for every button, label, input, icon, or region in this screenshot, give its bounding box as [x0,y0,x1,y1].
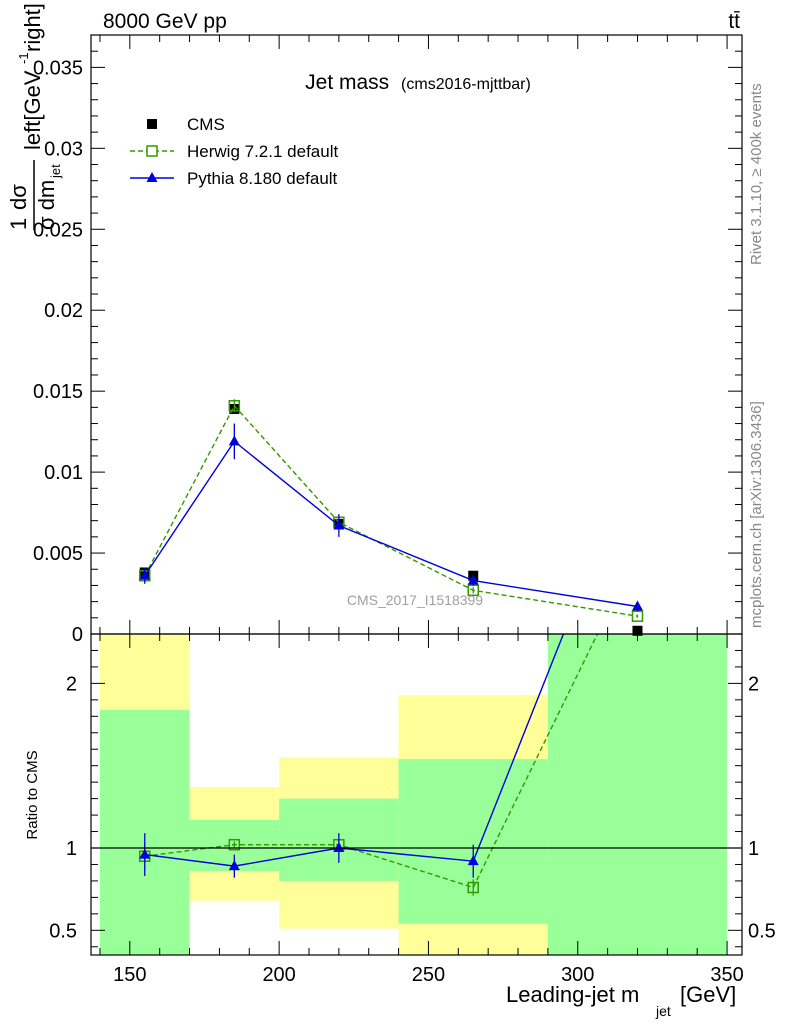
y-label-unit: left[GeV [20,70,45,150]
data-point [139,569,151,580]
ratio-y-label: Ratio to CMS [24,750,41,839]
x-axis-label: Leading-jet m jet [GeV] [506,982,736,1019]
ratio-point [228,860,240,871]
ratio-point [467,881,479,894]
series-layer [139,399,644,636]
x-tick-label: 350 [710,964,743,986]
main-y-tick-label: 0 [72,624,83,646]
legend-label: Pythia 8.180 default [187,169,338,188]
data-point [333,519,345,530]
ratio-point [333,842,345,852]
main-y-tick-label: 0.015 [33,381,83,403]
y-label-unit-close: right] [20,3,45,52]
series-pythia-8-180-default [139,423,643,612]
data-point [228,435,240,446]
legend-entry: CMS [147,115,225,134]
ratio-point [467,855,479,866]
main-y-label: 1 dσ σ dm jet left[GeV -1 right] [6,3,63,230]
x-label-main: Leading-jet m [506,982,639,1007]
y-label-dsigma: dσ [6,184,31,210]
data-point [631,600,643,611]
side-text-rivet: Rivet 3.1.10, ≥ 400k events [748,83,765,265]
x-tick-label: 150 [113,964,146,986]
y-label-jet-sub: jet [48,164,63,179]
x-tick-label: 300 [561,964,594,986]
ratio-y-tick-label: 2 [66,673,77,695]
side-text-mcplots: mcplots.cern.ch [arXiv:1306.3436] [748,401,765,628]
series-line [144,440,638,608]
band-green-4 [547,634,728,955]
main-y-tick-label: 0.03 [44,138,83,160]
ratio-point [139,848,151,859]
legend-entry: Pythia 8.180 default [130,169,338,188]
ratio-frame [90,633,743,956]
main-y-tick-label: 0.02 [44,300,83,322]
y-label-unit-exp: -1 [16,52,31,64]
x-label-sub: jet [655,1003,671,1019]
main-y-tick-label: 0.005 [33,543,83,565]
ratio-y-tick-label: 0.5 [49,920,77,942]
band-green-0 [99,709,190,955]
data-point [467,574,479,585]
x-tick-label: 200 [262,964,295,986]
legend-label: CMS [187,115,225,134]
series-herwig-7-2-1-default [139,399,644,622]
ratio-uncertainty-bands [99,634,728,955]
plot-title-sub: (cms2016-mjttbar) [401,76,531,93]
ratio-y-tick-label-right: 1 [748,838,759,860]
ratio-y-tick-label-right: 2 [748,673,759,695]
header-energy: 8000 GeV pp [103,10,227,33]
main-y-tick-label: 0.01 [44,462,83,484]
legend-entry: Herwig 7.2.1 default [130,142,338,161]
header-process: tt̄ [728,10,740,33]
legend-marker [147,119,157,129]
ratio-y-tick-label-right: 0.5 [748,920,776,942]
series-line [144,404,638,617]
ratio-point [228,838,241,851]
legend-marker [146,172,158,182]
y-label-denominator: σ dm [34,180,59,230]
axes-frame: 0 0.005 0.01 0.015 0.02 0.025 0.03 0.035 150 200 2… [33,34,776,986]
legend-label: Herwig 7.2.1 default [187,142,338,161]
x-label-unit: [GeV] [680,982,736,1007]
y-label-one: 1 [6,218,31,230]
legend: CMS Herwig 7.2.1 default Pythia 8.180 defa… [130,115,338,188]
watermark-analysis: CMS_2017_I1518399 [347,592,483,608]
main-y-tick-label: 0.035 [33,57,83,79]
plot-title: Jet mass (cms2016-mjttbar) [305,71,531,94]
data-point [228,399,241,412]
band-green-3 [398,759,548,924]
ratio-y-tick-label: 1 [66,838,77,860]
plot-title-main: Jet mass [305,71,389,94]
main-y-tick-label: 0.025 [33,219,83,241]
x-tick-label: 250 [412,964,445,986]
legend-marker [146,145,158,157]
